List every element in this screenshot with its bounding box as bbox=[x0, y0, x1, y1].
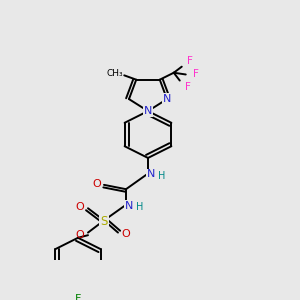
Text: F: F bbox=[187, 56, 193, 66]
Text: N: N bbox=[163, 94, 171, 104]
Text: F: F bbox=[193, 70, 199, 80]
Text: H: H bbox=[158, 171, 166, 181]
Text: N: N bbox=[147, 169, 155, 179]
Text: S: S bbox=[100, 215, 108, 228]
Text: CH₃: CH₃ bbox=[107, 69, 124, 78]
Text: O: O bbox=[122, 229, 130, 239]
Text: O: O bbox=[76, 202, 84, 212]
Text: O: O bbox=[76, 230, 84, 240]
Text: N: N bbox=[125, 201, 133, 211]
Text: N: N bbox=[144, 106, 152, 116]
Text: O: O bbox=[93, 179, 101, 189]
Text: F: F bbox=[185, 82, 191, 92]
Text: F: F bbox=[75, 294, 81, 300]
Text: H: H bbox=[136, 202, 144, 212]
